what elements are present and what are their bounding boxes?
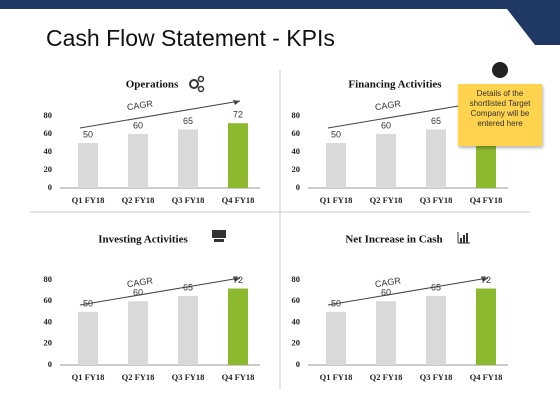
y-tick-label: 40 (44, 146, 53, 156)
pin (492, 62, 508, 78)
annotation: CAGR (374, 98, 402, 112)
chart-title: Operations (126, 79, 179, 91)
value-label: 50 (331, 129, 341, 139)
y-tick-label: 40 (292, 316, 301, 326)
bar (376, 301, 396, 365)
bar (376, 134, 396, 188)
x-tick-label: Q4 FY18 (222, 372, 255, 382)
y-tick-label: 40 (292, 146, 301, 156)
bar (228, 288, 248, 365)
chart-title: Financing Activities (348, 79, 442, 91)
x-tick-label: Q3 FY18 (172, 195, 205, 205)
x-tick-label: Q1 FY18 (320, 372, 353, 382)
annotation: CAGR (126, 275, 154, 289)
y-tick-label: 60 (44, 128, 53, 138)
x-tick-label: Q4 FY18 (470, 372, 503, 382)
x-tick-label: Q4 FY18 (470, 195, 503, 205)
chart-title: Investing Activities (98, 234, 188, 246)
value-label: 60 (381, 288, 391, 298)
corner-shape (500, 0, 560, 45)
top-bar (0, 0, 560, 9)
value-label: 72 (233, 275, 243, 285)
value-label: 72 (481, 275, 491, 285)
chart-title: Net Increase in Cash (345, 234, 442, 246)
gear-icon (189, 75, 205, 93)
value-label: 65 (431, 116, 441, 126)
value-label: 60 (381, 120, 391, 130)
value-label: 60 (133, 120, 143, 130)
cagr-arrow (79, 100, 241, 129)
value-label: 65 (183, 116, 193, 126)
y-tick-label: 60 (44, 295, 53, 305)
cagr-arrow (79, 277, 241, 306)
bar (128, 134, 148, 188)
bar (228, 123, 248, 188)
bar (78, 311, 98, 365)
arrow-head (233, 277, 240, 282)
annotation: CAGR (374, 275, 402, 289)
bar (128, 301, 148, 365)
bar (178, 295, 198, 365)
y-tick-label: 40 (44, 316, 53, 326)
bar (78, 143, 98, 188)
sticky-note (458, 84, 542, 146)
bar (326, 143, 346, 188)
value-label: 65 (431, 282, 441, 292)
arrow-head (233, 100, 240, 105)
chart-icon (457, 232, 470, 244)
y-tick-label: 0 (296, 359, 300, 369)
y-tick-label: 80 (292, 110, 301, 120)
x-tick-label: Q1 FY18 (72, 195, 105, 205)
y-tick-label: 20 (292, 338, 301, 348)
x-tick-label: Q3 FY18 (420, 372, 453, 382)
y-tick-label: 0 (48, 359, 52, 369)
value-label: 65 (183, 282, 193, 292)
y-tick-label: 20 (44, 164, 53, 174)
y-tick-label: 20 (44, 338, 53, 348)
x-tick-label: Q3 FY18 (172, 372, 205, 382)
y-tick-label: 20 (292, 164, 301, 174)
bar (476, 288, 496, 365)
note-text: Details of the shortlisted Target Compan… (469, 89, 531, 128)
cagr-arrow (327, 277, 489, 306)
slide-title: Cash Flow Statement - KPIs (46, 25, 335, 51)
x-tick-label: Q2 FY18 (122, 372, 155, 382)
y-tick-label: 80 (44, 110, 53, 120)
x-tick-label: Q2 FY18 (370, 195, 403, 205)
money-icon (212, 230, 226, 242)
y-tick-label: 0 (48, 182, 52, 192)
x-tick-label: Q2 FY18 (370, 372, 403, 382)
bar (326, 311, 346, 365)
bar (426, 295, 446, 365)
annotation: CAGR (126, 98, 154, 112)
value-label: 60 (133, 288, 143, 298)
bar (426, 129, 446, 188)
bar (178, 129, 198, 188)
x-tick-label: Q3 FY18 (420, 195, 453, 205)
y-tick-label: 80 (292, 274, 301, 284)
x-tick-label: Q1 FY18 (320, 195, 353, 205)
y-tick-label: 60 (292, 128, 301, 138)
value-label: 50 (83, 298, 93, 308)
y-tick-label: 80 (44, 274, 53, 284)
x-tick-label: Q1 FY18 (72, 372, 105, 382)
arrow-head (481, 277, 488, 282)
x-tick-label: Q4 FY18 (222, 195, 255, 205)
value-label: 50 (83, 129, 93, 139)
value-label: 72 (233, 110, 243, 120)
y-tick-label: 60 (292, 295, 301, 305)
y-tick-label: 0 (296, 182, 300, 192)
x-tick-label: Q2 FY18 (122, 195, 155, 205)
value-label: 50 (331, 298, 341, 308)
